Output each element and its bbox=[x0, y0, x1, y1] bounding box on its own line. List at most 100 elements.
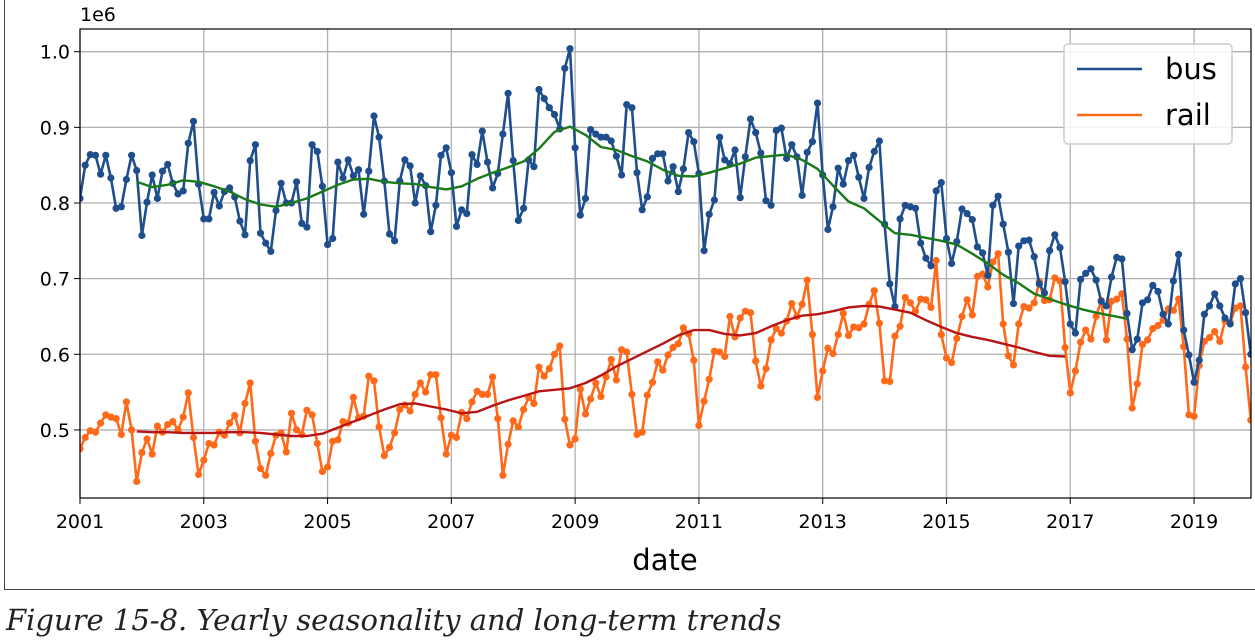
rail-point bbox=[989, 258, 997, 266]
rail-point bbox=[772, 325, 780, 333]
y-offset-label: 1e6 bbox=[80, 4, 116, 26]
bus-point bbox=[927, 262, 935, 270]
rail-point bbox=[984, 283, 992, 291]
bus-point bbox=[411, 199, 419, 207]
bus-point bbox=[1102, 302, 1110, 310]
rail-point bbox=[690, 356, 698, 364]
rail-point bbox=[891, 332, 899, 340]
rail-point bbox=[1025, 304, 1033, 312]
bus-series bbox=[80, 45, 1251, 386]
rail-point bbox=[370, 377, 378, 385]
rail-point bbox=[514, 423, 523, 431]
bus-point bbox=[948, 259, 956, 268]
bus-point bbox=[710, 196, 719, 204]
rail-point bbox=[906, 299, 915, 307]
rail-point bbox=[999, 320, 1007, 328]
rail-point bbox=[251, 437, 259, 445]
bus-point bbox=[267, 247, 275, 255]
bus-point bbox=[298, 219, 306, 227]
bus-point bbox=[318, 182, 326, 190]
rail-point bbox=[757, 382, 765, 390]
bus-point bbox=[107, 174, 115, 182]
rail-point bbox=[267, 449, 275, 457]
rail-point bbox=[282, 448, 290, 456]
rail-point bbox=[752, 357, 760, 365]
bus-point bbox=[1082, 269, 1090, 277]
bus-point bbox=[999, 220, 1007, 228]
bus-point bbox=[979, 249, 987, 257]
bus-point bbox=[478, 127, 486, 135]
bus-point bbox=[1046, 247, 1054, 255]
rail-point bbox=[478, 390, 486, 398]
rail-point bbox=[628, 390, 636, 398]
bus-point bbox=[597, 133, 605, 141]
bus-point bbox=[122, 175, 130, 184]
bus-point bbox=[716, 133, 724, 141]
bus-point bbox=[205, 215, 213, 223]
bus-point bbox=[200, 215, 208, 223]
bus-point bbox=[324, 241, 332, 249]
rail-point bbox=[416, 379, 424, 387]
bus-point bbox=[824, 225, 832, 234]
rail-point bbox=[638, 428, 646, 436]
bus-point bbox=[1040, 289, 1049, 297]
bus-point bbox=[365, 167, 373, 175]
bus-point bbox=[499, 130, 507, 138]
bus-point bbox=[896, 215, 904, 223]
bus-point bbox=[535, 85, 543, 94]
bus-point bbox=[839, 180, 847, 188]
y-tick-label: 0.5 bbox=[40, 420, 70, 442]
rail-point bbox=[937, 331, 945, 339]
trend-2-line bbox=[136, 125, 1128, 320]
rail-point bbox=[963, 296, 971, 304]
rail-point bbox=[1071, 367, 1079, 375]
bus-point bbox=[1195, 356, 1203, 364]
bus-point bbox=[303, 223, 311, 231]
rail-point bbox=[1092, 312, 1100, 321]
rail-point bbox=[122, 398, 130, 406]
bus-point bbox=[654, 150, 662, 158]
bus-point bbox=[808, 138, 817, 146]
bus-point bbox=[432, 201, 440, 209]
rail-point bbox=[819, 367, 827, 375]
rail-point bbox=[1190, 412, 1198, 420]
bus-point bbox=[989, 201, 997, 209]
bus-point bbox=[777, 124, 786, 132]
bus-point bbox=[236, 217, 244, 225]
bus-point bbox=[612, 152, 621, 160]
rail-point bbox=[128, 426, 136, 434]
bus-point bbox=[91, 151, 100, 159]
x-tick-label: 2011 bbox=[675, 511, 723, 533]
bus-point bbox=[354, 166, 363, 174]
rail-point bbox=[726, 312, 734, 321]
bus-point bbox=[865, 163, 873, 171]
rail-point bbox=[81, 433, 89, 442]
rail-point bbox=[592, 379, 600, 387]
bus-point bbox=[700, 247, 708, 255]
rail-point bbox=[509, 417, 517, 425]
bus-point bbox=[158, 167, 167, 175]
bus-point bbox=[1004, 248, 1013, 256]
bus-point bbox=[607, 137, 615, 145]
bus-point bbox=[179, 187, 187, 195]
bus-point bbox=[80, 194, 84, 202]
rail-point bbox=[1247, 416, 1251, 424]
rail-point bbox=[968, 311, 976, 319]
rail-point bbox=[1113, 295, 1121, 303]
bus-point bbox=[370, 112, 378, 120]
rail-point bbox=[1123, 335, 1131, 343]
bus-point bbox=[1211, 290, 1219, 298]
bus-point bbox=[1025, 236, 1033, 244]
rail-point bbox=[80, 445, 84, 453]
rail-point bbox=[231, 411, 239, 420]
rail-point bbox=[602, 373, 610, 381]
bus-point bbox=[272, 206, 280, 215]
bus-point bbox=[1092, 276, 1100, 284]
bus-point bbox=[339, 174, 347, 182]
series-layer bbox=[80, 45, 1251, 485]
bus-point bbox=[1154, 287, 1162, 296]
bus-point bbox=[911, 204, 920, 212]
rail-point bbox=[365, 372, 373, 380]
bus-point bbox=[1205, 302, 1214, 310]
rail-point bbox=[303, 406, 311, 414]
